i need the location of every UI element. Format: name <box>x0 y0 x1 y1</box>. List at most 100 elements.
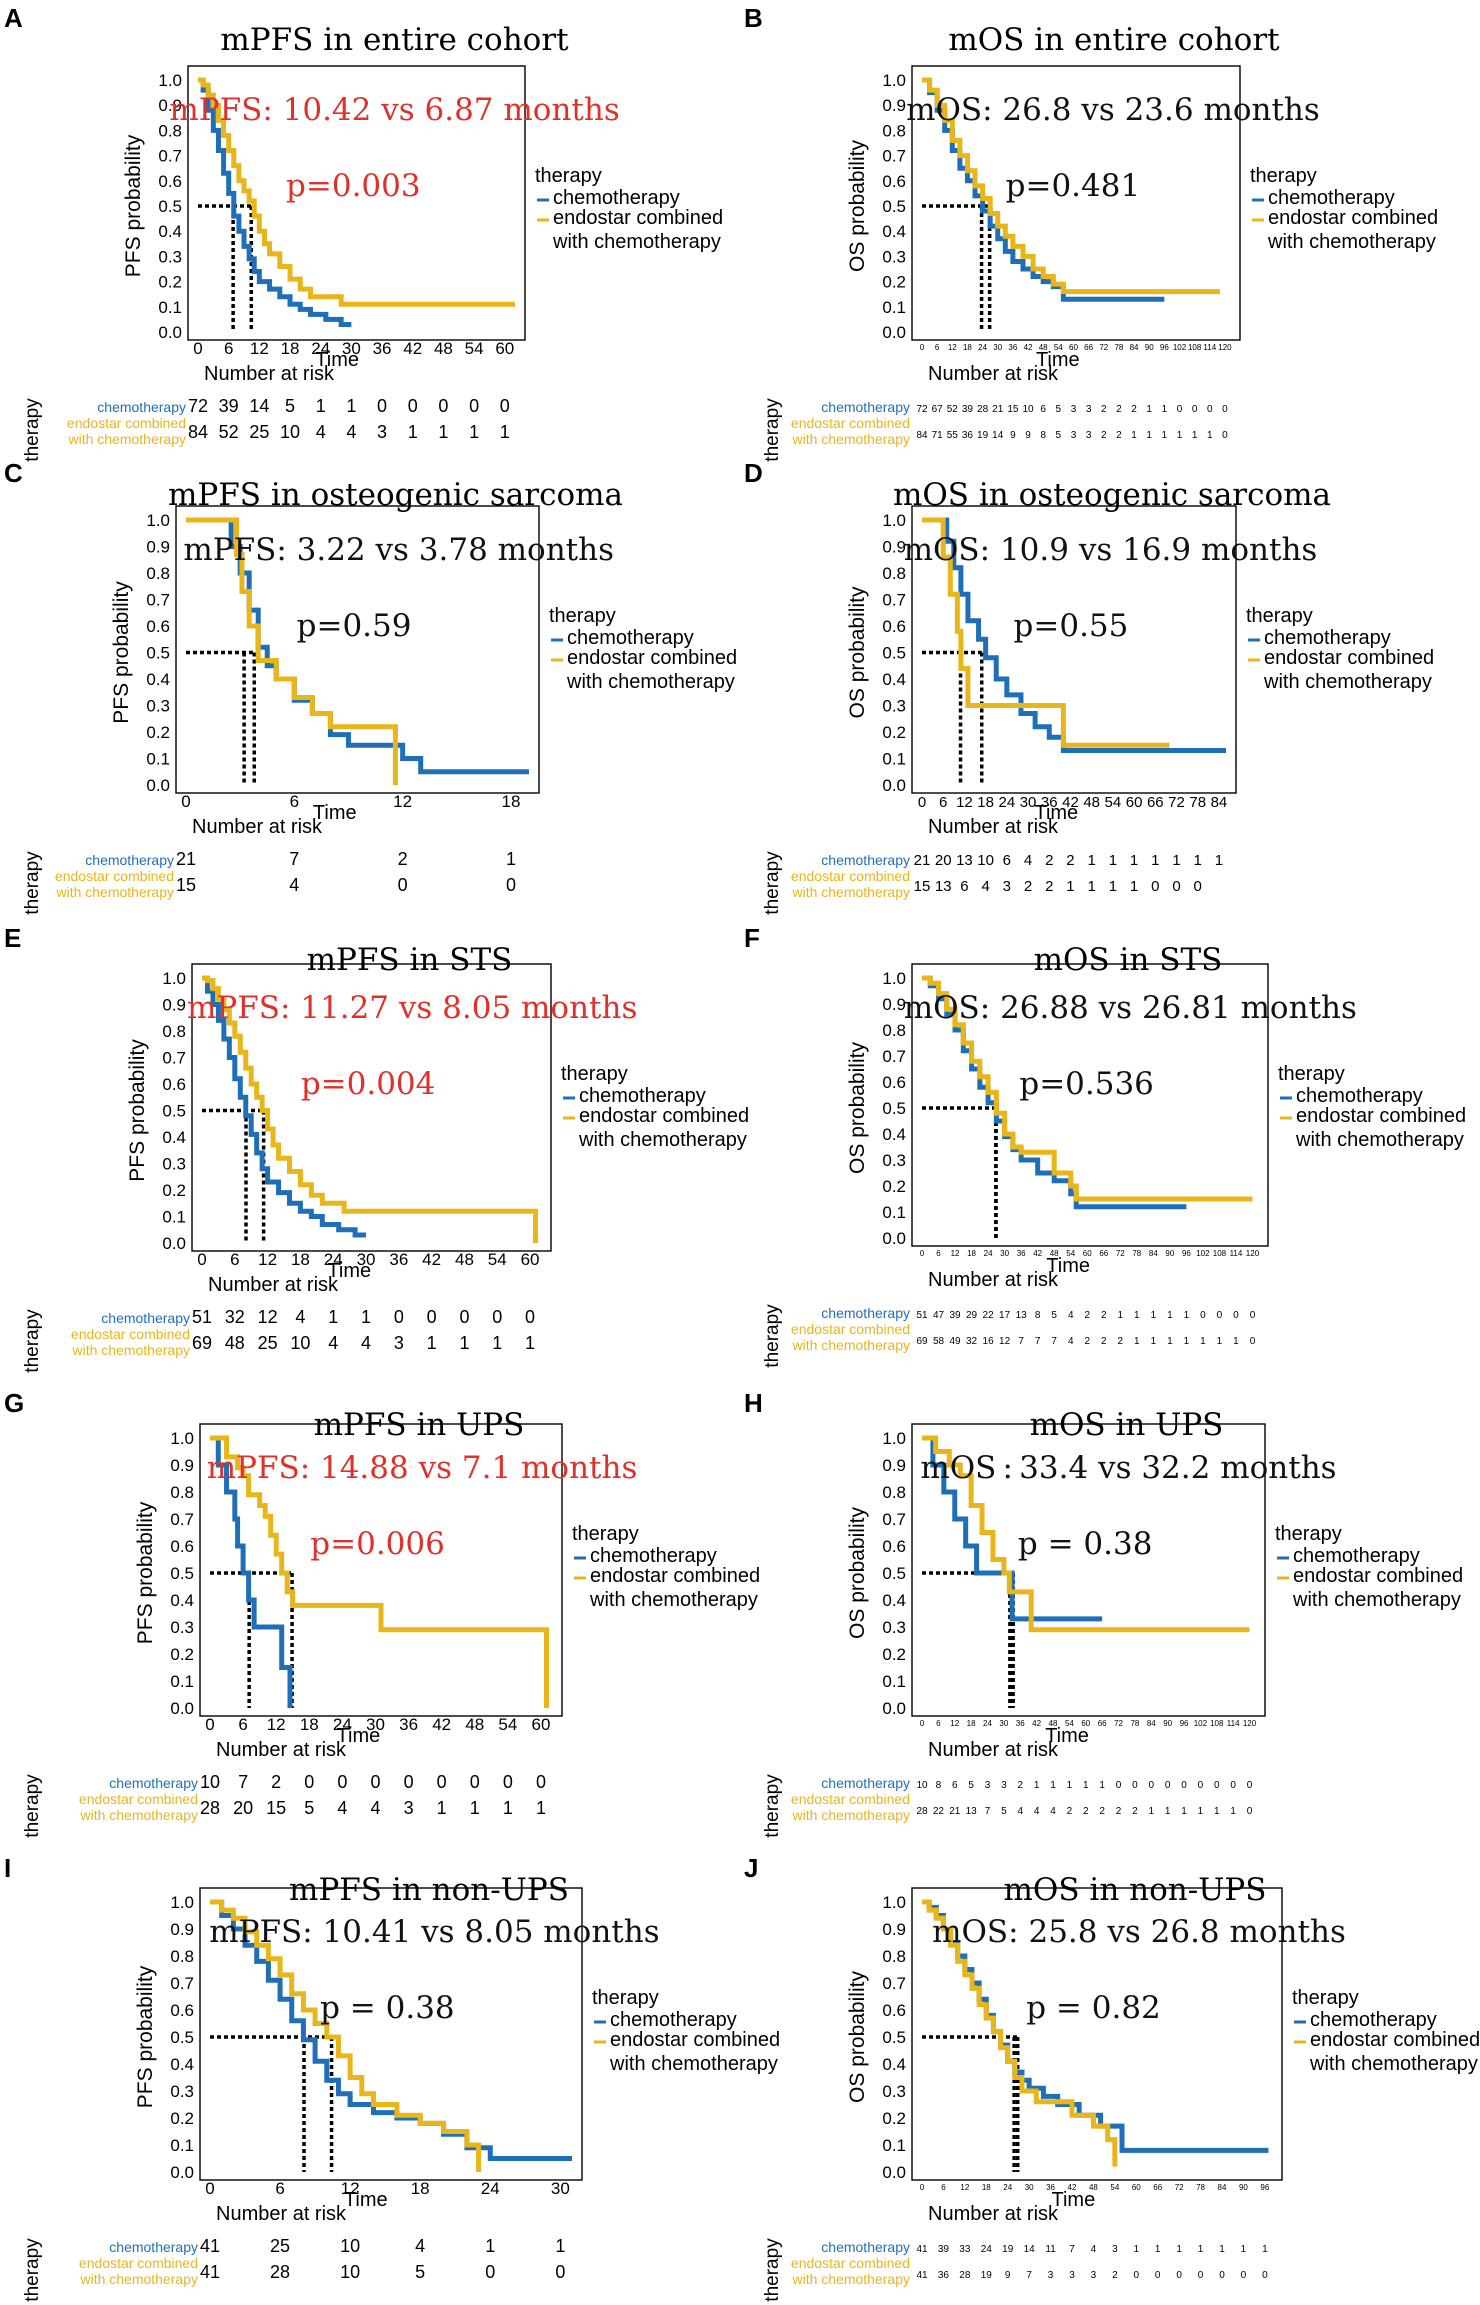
risk-table-cell: 0 <box>1214 1780 1220 1791</box>
x-tick-label: 48 <box>1049 1719 1058 1728</box>
x-tick-label: 108 <box>1188 343 1202 352</box>
risk-table-cell: 0 <box>1155 2270 1161 2281</box>
plot-frame <box>911 1423 1266 1717</box>
risk-table-cell: 28 <box>977 404 989 415</box>
x-tick-label: 12 <box>258 1250 277 1269</box>
risk-table-cell: 1 <box>1162 404 1168 415</box>
km-curve-chemotherapy <box>922 517 1226 754</box>
risk-table-cell: 1 <box>1151 1336 1157 1347</box>
risk-table-cell: 0 <box>1176 2270 1182 2281</box>
y-tick-label: 0.4 <box>170 1591 194 1610</box>
risk-table-cell: 10 <box>290 1333 310 1353</box>
risk-table-cell: 72 <box>916 404 928 415</box>
x-tick-label: 18 <box>281 339 300 358</box>
risk-table-cell: 0 <box>1230 1780 1236 1791</box>
risk-table-cell: 2 <box>1045 852 1053 869</box>
y-tick-label: 0.3 <box>882 2082 906 2101</box>
risk-table-cell: 48 <box>225 1333 245 1353</box>
x-axis-label: Time <box>337 1725 381 1747</box>
plot-frame <box>199 1423 563 1717</box>
x-tick-label: 12 <box>960 2183 969 2192</box>
x-tick-label: 6 <box>935 343 940 352</box>
km-curve-endostar <box>922 517 1170 748</box>
risk-table-cell: 1 <box>316 396 326 416</box>
risk-table-cell: 1 <box>536 1798 546 1818</box>
x-tick-label: 48 <box>1039 343 1048 352</box>
risk-table-cell: 2 <box>398 849 408 869</box>
chart-title: mOS in entire cohort <box>948 22 1280 58</box>
y-tick-label: 0.3 <box>882 1151 906 1170</box>
median-annotation: mOS: 26.8 vs 23.6 months <box>906 92 1320 128</box>
risk-table-cell: 1 <box>1172 852 1180 869</box>
km-curve-endostar <box>922 1899 1118 2167</box>
risk-table-cell: 0 <box>470 1772 480 1792</box>
risk-row-label-endostar-cont: with chemotherapy <box>79 1807 198 1823</box>
x-tick-label: 114 <box>1227 1719 1240 1728</box>
risk-table-cell: 32 <box>966 1336 978 1347</box>
risk-table-cell: 13 <box>966 1806 978 1817</box>
y-tick-label: 0.8 <box>882 1021 906 1040</box>
median-annotation: mOS : 33.4 vs 32.2 months <box>920 1450 1336 1486</box>
x-tick-label: 12 <box>956 794 973 811</box>
x-tick-label: 42 <box>432 1715 451 1734</box>
risk-table-cell: 0 <box>394 1307 404 1327</box>
risk-table-cell: 15 <box>176 875 196 895</box>
y-axis-label: OS probability <box>846 140 869 272</box>
x-tick-label: 96 <box>1180 1719 1189 1728</box>
x-tick-label: 42 <box>1033 1249 1042 1258</box>
x-tick-label: 30 <box>1000 1249 1009 1258</box>
risk-table-cell: 4 <box>1034 1806 1040 1817</box>
risk-table-cell: 28 <box>959 2270 971 2281</box>
risk-table-cell: 5 <box>1001 1806 1007 1817</box>
risk-table-cell: 1 <box>346 396 356 416</box>
x-tick-label: 6 <box>290 792 299 811</box>
risk-table-cell: 21 <box>914 852 931 869</box>
y-tick-label: 0.8 <box>882 564 906 583</box>
x-tick-label: 72 <box>1114 1719 1123 1728</box>
y-tick-label: 0.3 <box>882 247 906 266</box>
risk-table-cell: 1 <box>1233 1336 1239 1347</box>
plot-frame <box>911 505 1237 794</box>
risk-table-cell: 1 <box>1134 2244 1140 2255</box>
y-tick-label: 0.9 <box>882 1920 906 1939</box>
y-tick-label: 0.7 <box>882 1510 906 1529</box>
y-tick-label: 0.4 <box>170 2055 194 2074</box>
x-tick-label: 60 <box>1081 1719 1090 1728</box>
y-tick-label: 0.8 <box>146 564 170 583</box>
risk-table-side-label: therapy <box>22 1309 43 1373</box>
risk-row-label-chemotherapy: chemotherapy <box>821 2239 910 2255</box>
risk-table-cell: 5 <box>1056 404 1062 415</box>
risk-row-label-endostar-cont: with chemotherapy <box>791 431 910 447</box>
risk-table-cell: 0 <box>1200 1310 1206 1321</box>
y-tick-label: 0.5 <box>158 197 182 216</box>
y-tick-label: 0.2 <box>882 723 906 742</box>
x-tick-label: 60 <box>532 1715 551 1734</box>
risk-table-cell: 0 <box>1148 1780 1154 1791</box>
x-tick-label: 48 <box>465 1715 484 1734</box>
y-tick-label: 0.3 <box>882 697 906 716</box>
risk-row-label-endostar: endostar combined <box>791 2255 910 2271</box>
risk-table-cell: 0 <box>469 396 479 416</box>
y-tick-label: 0.6 <box>162 1075 186 1094</box>
panel-letter: A <box>4 3 23 33</box>
x-tick-label: 60 <box>521 1250 540 1269</box>
x-tick-label: 42 <box>1068 2183 1077 2192</box>
y-tick-label: 1.0 <box>882 71 906 90</box>
y-tick-label: 0.6 <box>146 617 170 636</box>
legend-label-endostar-cont: with chemotherapy <box>578 1129 747 1151</box>
panel-letter: E <box>4 923 21 953</box>
risk-table-cell: 10 <box>340 2262 360 2282</box>
risk-table-cell: 2 <box>1101 404 1107 415</box>
x-tick-label: 30 <box>551 2179 570 2198</box>
x-tick-label: 36 <box>399 1715 418 1734</box>
x-tick-label: 120 <box>1246 1249 1260 1258</box>
legend-label-endostar-cont: with chemotherapy <box>566 671 735 693</box>
risk-table-cell: 1 <box>1162 430 1168 441</box>
y-tick-label: 0.1 <box>882 298 906 317</box>
y-tick-label: 0.1 <box>882 1672 906 1691</box>
y-tick-label: 0.8 <box>158 121 182 140</box>
risk-table-cell: 2 <box>1084 1310 1090 1321</box>
x-tick-label: 18 <box>300 1715 319 1734</box>
risk-row-label-chemotherapy: chemotherapy <box>109 2239 198 2255</box>
